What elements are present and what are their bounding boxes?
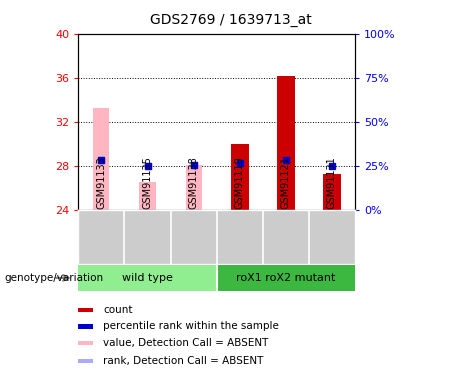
Bar [323,174,341,210]
Bar [185,165,201,210]
Text: count: count [103,305,133,315]
Text: rank, Detection Call = ABSENT: rank, Detection Call = ABSENT [103,356,264,366]
Text: wild type: wild type [122,273,173,283]
Bar [78,265,217,291]
Text: genotype/variation: genotype/variation [5,273,104,283]
Bar [78,308,93,312]
Text: value, Detection Call = ABSENT: value, Detection Call = ABSENT [103,338,269,348]
Bar [78,358,93,363]
Text: percentile rank within the sample: percentile rank within the sample [103,321,279,331]
Bar [277,76,295,210]
Bar [78,324,93,328]
Bar [78,340,93,345]
Bar [139,183,156,210]
Bar [217,265,355,291]
Text: GDS2769 / 1639713_at: GDS2769 / 1639713_at [150,13,311,27]
Bar [93,108,110,210]
Bar [230,144,249,210]
Text: roX1 roX2 mutant: roX1 roX2 mutant [236,273,336,283]
